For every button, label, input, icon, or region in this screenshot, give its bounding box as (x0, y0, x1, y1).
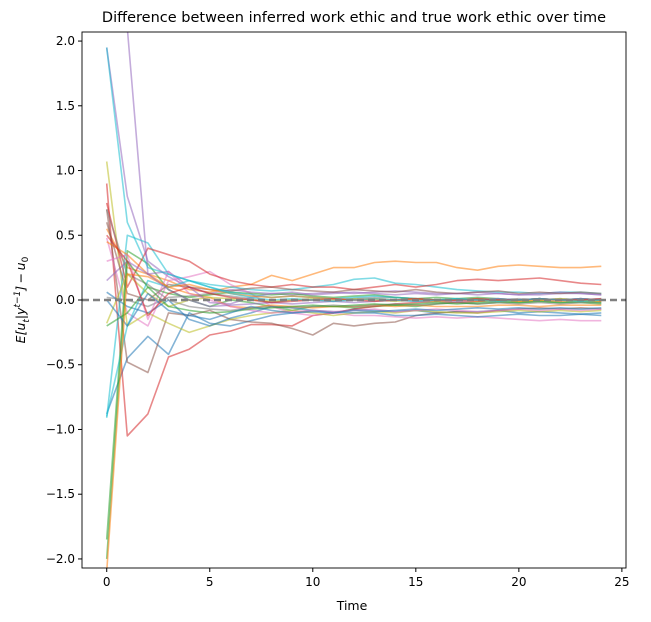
series-line-7 (105, 237, 602, 327)
y-tick-label: 0.5 (56, 228, 75, 242)
series-layer (105, 32, 602, 568)
y-tick-label: 1.5 (56, 99, 75, 113)
series-line-18 (105, 209, 602, 312)
series-line-2 (105, 228, 602, 294)
y-axis: −2.0 −1.5 −1.0 −0.5 0.0 0.5 1.0 1.5 2.0 (46, 34, 82, 566)
series-line-5 (105, 47, 602, 296)
x-tick-label: 15 (408, 575, 423, 589)
y-tick-label: 0.0 (56, 293, 75, 307)
chart-title: Difference between inferred work ethic a… (102, 10, 606, 26)
series-line-16 (105, 222, 602, 301)
x-axis: 0 5 10 15 20 25 (103, 568, 630, 589)
y-tick-label: −2.0 (46, 552, 75, 566)
series-line-1 (105, 308, 602, 415)
x-tick-label: 20 (511, 575, 526, 589)
series-line-11 (106, 291, 602, 327)
series-line-21 (105, 260, 602, 559)
series-line-14 (105, 202, 602, 291)
series-line-22 (106, 292, 602, 327)
series-line-23 (106, 273, 602, 568)
y-tick-label: 1.0 (56, 164, 75, 178)
y-tick-label: −1.0 (46, 422, 75, 436)
x-axis-label: Time (336, 598, 368, 613)
x-tick-label: 0 (103, 575, 111, 589)
y-tick-label: −1.5 (46, 487, 75, 501)
y-tick-label: −0.5 (46, 358, 75, 372)
x-tick-label: 5 (206, 575, 214, 589)
x-tick-label: 25 (614, 575, 629, 589)
y-axis-label: E[ut|yt−1] − u0 (13, 256, 32, 343)
x-tick-label: 10 (305, 575, 320, 589)
series-line-26 (105, 47, 602, 303)
y-tick-label: 2.0 (56, 34, 75, 48)
